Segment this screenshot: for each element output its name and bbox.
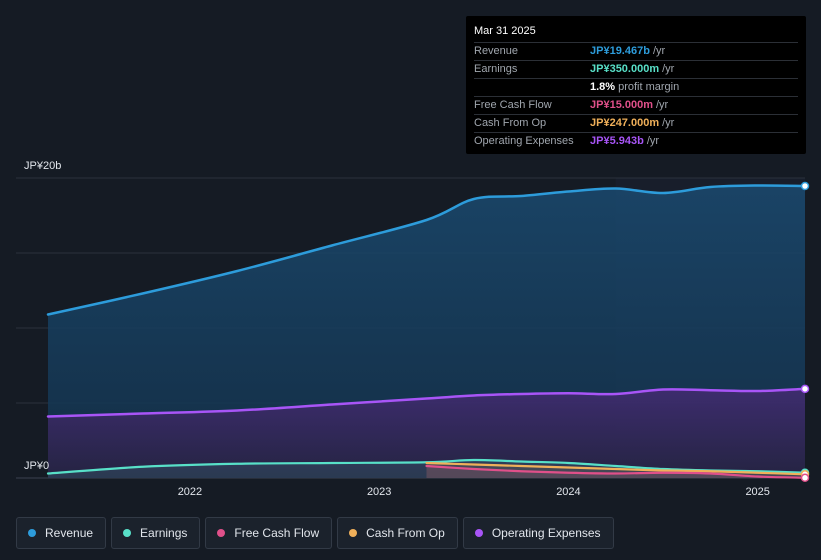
legend-dot-icon — [28, 529, 36, 537]
tooltip-row-unit: /yr — [646, 135, 660, 147]
legend-dot-icon — [123, 529, 132, 537]
tooltip-row: Earnings JP¥350.000m/yr — [474, 61, 798, 79]
legend-label: Operating Expenses — [491, 526, 601, 540]
tooltip-row: Free Cash Flow JP¥15.000m/yr — [474, 97, 798, 115]
legend-dot-icon — [349, 529, 358, 537]
tooltip-date: Mar 31 2025 — [474, 24, 798, 43]
tooltip-row-label: Free Cash Flow — [474, 99, 552, 111]
legend-label: Free Cash Flow — [234, 526, 320, 540]
tooltip-row-value: 1.8% — [590, 81, 616, 93]
revenue-end-point — [800, 181, 810, 191]
tooltip-row-value: JP¥5.943b — [590, 135, 644, 147]
tooltip-row: Operating Expenses JP¥5.943b/yr — [474, 133, 798, 150]
y-axis-top-label: JP¥20b — [24, 160, 62, 172]
tooltip-row-unit: profit margin — [618, 81, 680, 93]
tooltip-row-value: JP¥350.000m — [590, 63, 660, 75]
x-tick-label: 2024 — [556, 486, 580, 498]
tooltip-row: Revenue JP¥19.467b/yr — [474, 43, 798, 61]
y-axis-bottom-label: JP¥0 — [24, 460, 50, 472]
tooltip-row-label: Operating Expenses — [474, 135, 574, 147]
tooltip-row-value: JP¥19.467b — [590, 45, 650, 57]
legend-item-free-cash-flow[interactable]: Free Cash Flow — [205, 517, 333, 549]
legend-item-revenue[interactable]: Revenue — [16, 517, 107, 549]
free-cash-flow-area — [426, 466, 805, 478]
x-tick-label: 2025 — [745, 486, 769, 498]
legend-item-cash-from-op[interactable]: Cash From Op — [337, 517, 458, 549]
legend: Revenue Earnings Free Cash Flow Cash From O… — [16, 517, 614, 549]
tooltip-row-unit: /yr — [662, 63, 675, 75]
tooltip-row-unit: /yr — [662, 117, 675, 129]
legend-label: Revenue — [45, 526, 94, 540]
cash-from-op-line — [425, 461, 807, 476]
tooltip-panel: Mar 31 2025 Revenue JP¥19.467b/yr Earnings… — [466, 16, 806, 154]
tooltip-row-value: JP¥15.000m — [590, 99, 653, 111]
free-cash-flow-end-point — [800, 473, 810, 483]
legend-item-earnings[interactable]: Earnings — [111, 517, 201, 549]
legend-dot-icon — [217, 529, 226, 537]
tooltip-row-value: JP¥247.000m — [590, 117, 660, 129]
tooltip-row-label: Cash From Op — [474, 117, 547, 129]
tooltip-row-unit: /yr — [652, 45, 666, 57]
legend-label: Cash From Op — [366, 526, 445, 540]
free-cash-flow-line — [425, 464, 807, 479]
x-tick-label: 2023 — [367, 486, 391, 498]
legend-dot-icon — [474, 529, 483, 537]
tooltip-row-label: Revenue — [474, 45, 519, 57]
tooltip-row-label — [474, 79, 590, 96]
legend-label: Earnings — [140, 526, 188, 540]
operating-expenses-end-point — [800, 384, 810, 394]
tooltip-row-unit: /yr — [656, 99, 669, 111]
revenue-line — [46, 184, 807, 316]
legend-item-operating-expenses[interactable]: Operating Expenses — [462, 517, 614, 549]
operating-expenses-line — [46, 387, 807, 418]
tooltip-row: 1.8% profit margin — [474, 79, 798, 97]
tooltip-row-label: Earnings — [474, 63, 518, 75]
x-tick-label: 2022 — [178, 486, 202, 498]
tooltip-row: Cash From Op JP¥247.000m/yr — [474, 115, 798, 133]
